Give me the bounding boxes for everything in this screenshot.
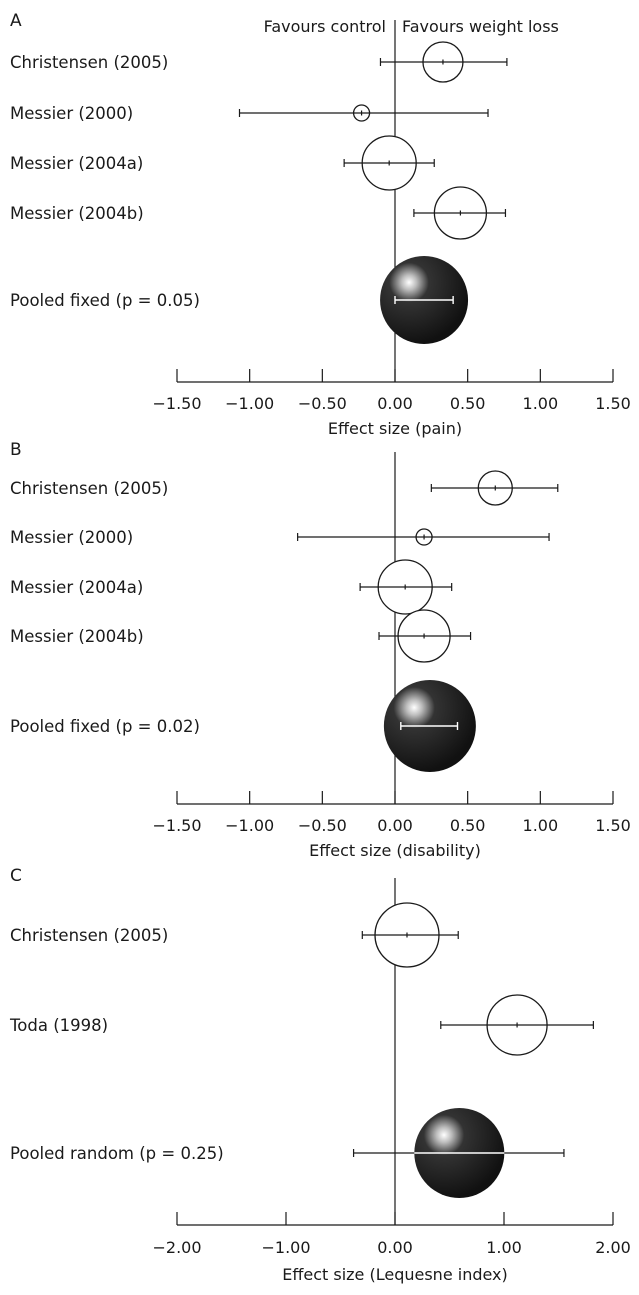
x-tick-label: 2.00 xyxy=(595,1238,631,1257)
study-row: Christensen (2005) xyxy=(10,41,508,83)
panel-C: C −2.00 −1.00 0.00 1.00 2.00 Effect size (Lequ… xyxy=(9,866,631,1284)
study-label: Pooled random (p = 0.25) xyxy=(10,1144,224,1163)
x-tick-label: −0.50 xyxy=(298,394,347,413)
x-tick-label: 1.50 xyxy=(595,816,631,835)
study-row: Messier (2000) xyxy=(10,104,489,123)
study-label: Messier (2004a) xyxy=(10,154,143,173)
study-label: Christensen (2005) xyxy=(10,53,168,72)
x-axis-title: Effect size (pain) xyxy=(328,419,462,438)
x-tick-label: 1.00 xyxy=(486,1238,522,1257)
study-row: Toda (1998) xyxy=(9,994,594,1056)
x-axis-title: Effect size (disability) xyxy=(309,841,481,860)
study-label: Toda (1998) xyxy=(9,1016,108,1035)
study-row: Christensen (2005) xyxy=(10,470,559,506)
x-tick-label: −2.00 xyxy=(152,1238,201,1257)
study-row: Messier (2004a) xyxy=(10,559,453,615)
panel-letter: C xyxy=(10,866,22,886)
panel-letter: B xyxy=(10,440,22,460)
pooled-estimate-row: Pooled fixed (p = 0.05) xyxy=(10,256,469,344)
study-row: Messier (2004a) xyxy=(10,135,435,191)
x-tick-label: −1.50 xyxy=(152,394,201,413)
study-label: Messier (2004a) xyxy=(10,578,143,597)
x-tick-label: 1.00 xyxy=(523,394,559,413)
study-row: Messier (2004b) xyxy=(10,186,507,240)
favours-control-label: Favours control xyxy=(264,17,386,36)
study-label: Messier (2004b) xyxy=(10,204,144,223)
study-label: Messier (2000) xyxy=(10,104,133,123)
panel-A: A Favours control Favours weight loss −1.50… xyxy=(10,11,631,438)
pooled-estimate-row: Pooled random (p = 0.25) xyxy=(10,1108,565,1198)
x-tick-label: 0.00 xyxy=(377,816,413,835)
x-tick-label: 0.00 xyxy=(377,394,413,413)
study-row: Messier (2000) xyxy=(10,528,550,547)
x-tick-label: 1.50 xyxy=(595,394,631,413)
x-tick-label: 0.50 xyxy=(450,394,486,413)
x-tick-label: −1.00 xyxy=(261,1238,310,1257)
study-row: Christensen (2005) xyxy=(10,902,459,968)
x-tick-label: −1.00 xyxy=(225,816,274,835)
favours-weight-loss-label: Favours weight loss xyxy=(402,17,559,36)
x-tick-label: −1.50 xyxy=(152,816,201,835)
x-tick-label: −0.50 xyxy=(298,816,347,835)
study-label: Christensen (2005) xyxy=(10,926,168,945)
x-tick-label: 0.00 xyxy=(377,1238,413,1257)
x-tick-label: 1.00 xyxy=(523,816,559,835)
x-tick-label: −1.00 xyxy=(225,394,274,413)
study-row: Messier (2004b) xyxy=(10,609,472,663)
pooled-estimate-row: Pooled fixed (p = 0.02) xyxy=(10,680,476,772)
panel-B: B −1.50 −1.00 −0.50 0.00 0.50 1.00 1.50 Effect s… xyxy=(10,440,631,860)
x-axis-title: Effect size (Lequesne index) xyxy=(282,1265,508,1284)
study-label: Christensen (2005) xyxy=(10,479,168,498)
panel-letter: A xyxy=(10,11,22,31)
x-tick-label: 0.50 xyxy=(450,816,486,835)
study-label: Messier (2000) xyxy=(10,528,133,547)
study-label: Pooled fixed (p = 0.02) xyxy=(10,717,200,736)
study-label: Messier (2004b) xyxy=(10,627,144,646)
study-label: Pooled fixed (p = 0.05) xyxy=(10,291,200,310)
